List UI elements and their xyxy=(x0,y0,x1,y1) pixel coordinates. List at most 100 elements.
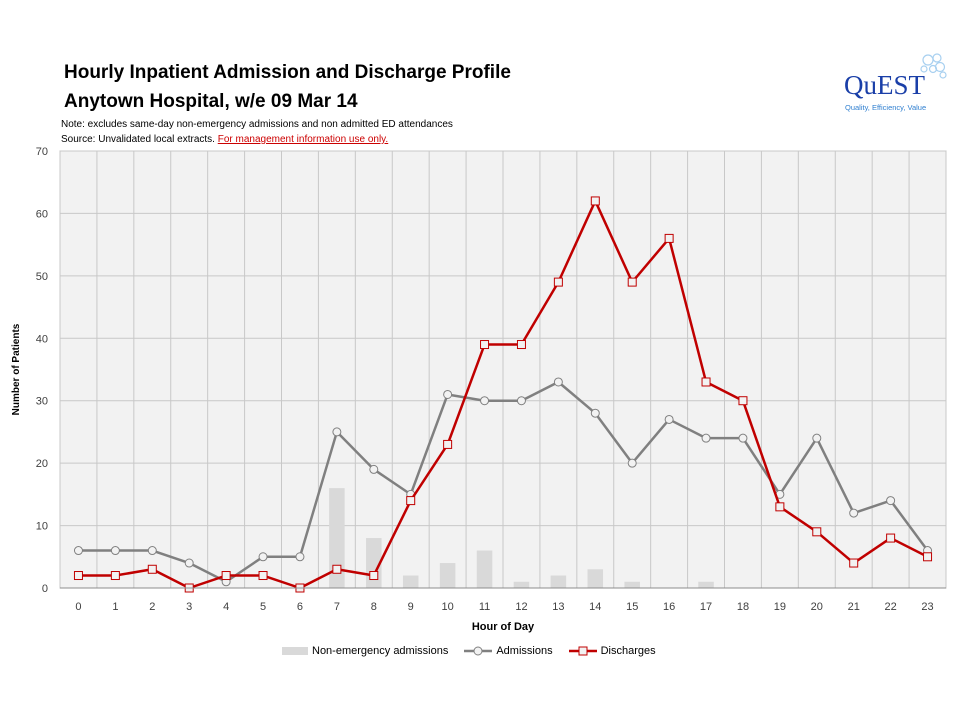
discharges-point xyxy=(110,571,120,581)
logo-wordmark: QuEST xyxy=(844,70,925,100)
chart-notes: Note: excludes same-day non-emergency ad… xyxy=(61,117,453,147)
non-emergency-bar xyxy=(624,581,640,588)
non-emergency-bar xyxy=(402,575,419,588)
admissions-point xyxy=(295,552,305,562)
admissions-point xyxy=(369,464,379,474)
x-tick-label: 7 xyxy=(334,601,340,613)
non-emergency-bar xyxy=(587,569,604,588)
admissions-point xyxy=(147,546,157,556)
non-emergency-bar xyxy=(698,581,714,588)
admissions-point xyxy=(332,427,342,437)
admissions-point xyxy=(886,496,896,506)
x-tick-label: 21 xyxy=(848,601,860,613)
gridlines xyxy=(59,150,947,589)
discharges-point xyxy=(480,340,490,350)
discharges-point xyxy=(516,340,526,350)
admissions-point xyxy=(701,433,711,443)
y-tick-label: 30 xyxy=(36,396,48,408)
x-tick-label: 20 xyxy=(811,601,823,613)
discharges-line xyxy=(78,199,929,590)
discharges-point xyxy=(775,502,785,512)
discharges-point xyxy=(73,571,83,581)
series-lines xyxy=(73,196,933,593)
discharges-point xyxy=(553,277,563,287)
x-tick-label: 19 xyxy=(774,601,786,613)
non-emergency-bar xyxy=(513,581,530,588)
note-source: Source: Unvalidated local extracts. For … xyxy=(61,132,453,147)
admissions-point xyxy=(590,408,600,418)
discharges-point xyxy=(701,377,711,387)
admissions-point xyxy=(812,433,822,443)
discharges-point xyxy=(738,396,748,406)
discharges-point xyxy=(923,552,933,562)
x-tick-label: 8 xyxy=(371,601,377,613)
discharges-point xyxy=(812,527,822,537)
non-emergency-bar xyxy=(476,550,493,588)
y-tick-label: 60 xyxy=(36,208,48,220)
discharges-point xyxy=(258,571,268,581)
discharges-point xyxy=(369,571,379,581)
y-tick-label: 20 xyxy=(36,458,48,470)
discharges-point xyxy=(590,196,600,206)
admissions-point xyxy=(480,396,490,406)
x-tick-label: 16 xyxy=(663,601,675,613)
discharges-point xyxy=(406,496,416,506)
x-tick-label: 3 xyxy=(186,601,192,613)
non-emergency-bar xyxy=(439,563,456,588)
legend-item-discharges: Discharges xyxy=(568,645,656,657)
non-emergency-bar xyxy=(329,488,345,588)
x-tick-label: 17 xyxy=(700,601,712,613)
y-tick-label: 40 xyxy=(36,333,48,345)
chart-title: Hourly Inpatient Admission and Discharge… xyxy=(64,58,511,116)
y-axis-label: Number of Patients xyxy=(11,323,22,415)
x-tick-label: 12 xyxy=(515,601,527,613)
discharges-point xyxy=(147,564,157,574)
admissions-point xyxy=(664,414,674,424)
x-tick-label: 15 xyxy=(626,601,638,613)
x-tick-label: 22 xyxy=(885,601,897,613)
admissions-point xyxy=(849,508,859,518)
title-line-2: Anytown Hospital, w/e 09 Mar 14 xyxy=(64,91,358,112)
x-tick-label: 14 xyxy=(589,601,601,613)
x-tick-label: 10 xyxy=(442,601,454,613)
management-info-link[interactable]: For management information use only. xyxy=(217,134,389,145)
logo-tagline: Quality, Efficiency, Value xyxy=(845,103,927,112)
legend-label-admissions: Admissions xyxy=(496,645,553,657)
legend-label-non-emergency: Non-emergency admissions xyxy=(312,645,449,657)
discharges-point xyxy=(443,439,453,449)
x-tick-label: 1 xyxy=(112,601,118,613)
admissions-point xyxy=(184,558,194,568)
discharges-point xyxy=(664,233,674,243)
note-source-text: Source: Unvalidated local extracts. xyxy=(61,134,218,145)
legend-swatch-bar xyxy=(282,647,308,655)
admissions-point xyxy=(73,546,83,556)
x-tick-label: 6 xyxy=(297,601,303,613)
x-tick-label: 5 xyxy=(260,601,266,613)
legend: Non-emergency admissions Admissions Disc… xyxy=(282,645,672,657)
x-tick-label: 0 xyxy=(75,601,81,613)
admissions-point xyxy=(553,377,563,387)
x-tick-label: 4 xyxy=(223,601,229,613)
x-tick-label: 18 xyxy=(737,601,749,613)
admissions-point xyxy=(627,458,637,468)
legend-swatch-admissions xyxy=(464,646,493,656)
title-line-1: Hourly Inpatient Admission and Discharge… xyxy=(64,62,511,83)
y-tick-label: 50 xyxy=(36,271,48,283)
bubbles-icon xyxy=(920,53,947,79)
discharges-point xyxy=(221,571,231,581)
y-tick-label: 10 xyxy=(36,521,48,533)
x-axis-label: Hour of Day xyxy=(472,621,535,633)
x-tick-label: 13 xyxy=(552,601,564,613)
discharges-point xyxy=(332,564,342,574)
note-exclusions: Note: excludes same-day non-emergency ad… xyxy=(61,119,453,130)
discharges-point xyxy=(627,277,637,287)
discharges-point xyxy=(849,558,859,568)
non-emergency-bar xyxy=(550,575,567,588)
x-tick-label: 9 xyxy=(408,601,414,613)
legend-swatch-discharges xyxy=(568,646,597,656)
legend-item-non-emergency: Non-emergency admissions xyxy=(282,645,448,657)
x-tick-label: 23 xyxy=(921,601,933,613)
x-tick-label: 11 xyxy=(479,601,490,613)
